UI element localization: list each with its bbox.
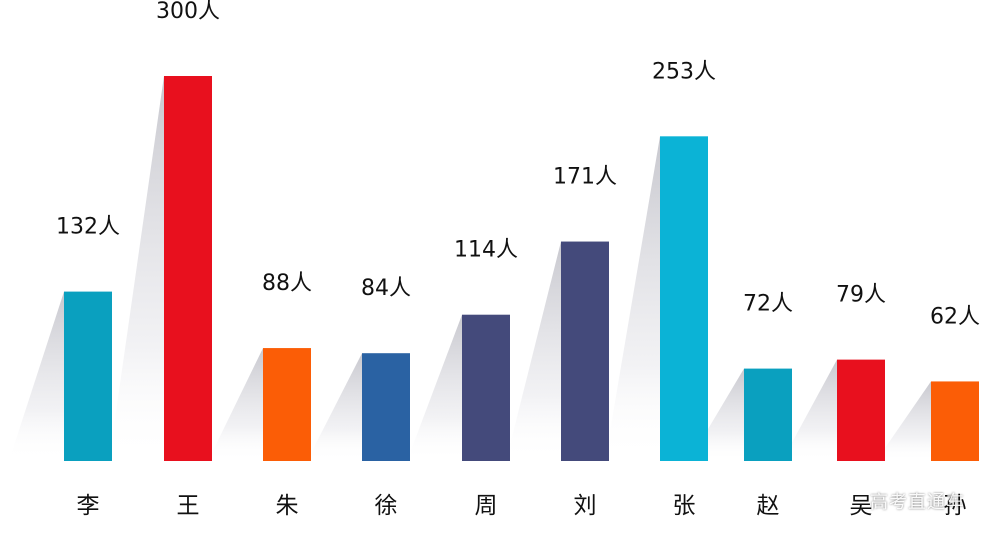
bar [64,291,112,461]
watermark-text: 高考直通车 [870,492,965,513]
category-label: 李 [77,493,100,519]
bar [660,136,708,462]
bar-shadow [9,291,64,461]
bar [462,314,510,461]
bar [164,76,212,461]
category-labels: 李王朱徐周刘张赵吴孙 [77,493,967,519]
bar-value-label: 171人 [553,165,617,190]
bars [64,76,979,462]
bar-value-label: 132人 [56,215,120,240]
bar [362,353,410,461]
category-label: 朱 [276,493,299,519]
category-label: 张 [673,493,696,519]
bar-value-label: 253人 [652,59,716,84]
category-label: 赵 [757,493,780,519]
bar [931,381,979,461]
bar-value-label: 72人 [743,292,793,317]
bar [837,359,885,461]
bar [744,368,792,461]
bar-value-label: 79人 [836,283,886,308]
bar-value-label: 114人 [454,238,518,263]
bar-shadow [208,348,263,461]
bar-value-label: 84人 [361,276,411,301]
category-label: 吴 [850,493,873,519]
bar-shadow [109,76,164,461]
bar-value-label: 300人 [156,0,220,24]
bar-value-label: 62人 [930,304,980,329]
bar [561,241,609,461]
category-label: 徐 [375,493,398,519]
bar-shadow [876,381,931,461]
bar-shadow [782,359,837,461]
category-label: 王 [177,493,200,519]
bar-shadows [9,76,931,462]
bar-shadow [407,314,462,461]
bar-shadow [506,241,561,461]
category-label: 刘 [574,493,597,519]
bar-value-label: 88人 [262,271,312,296]
bar-shadow [689,368,744,461]
category-label: 孙 [944,493,967,519]
bar [263,348,311,461]
value-labels: 132人 300人 88人 84人 114人 171人 253人 72人 79人 62人 [56,0,980,329]
category-label: 周 [475,493,498,519]
bar-shadow [605,136,660,462]
bar-shadow [307,353,362,461]
